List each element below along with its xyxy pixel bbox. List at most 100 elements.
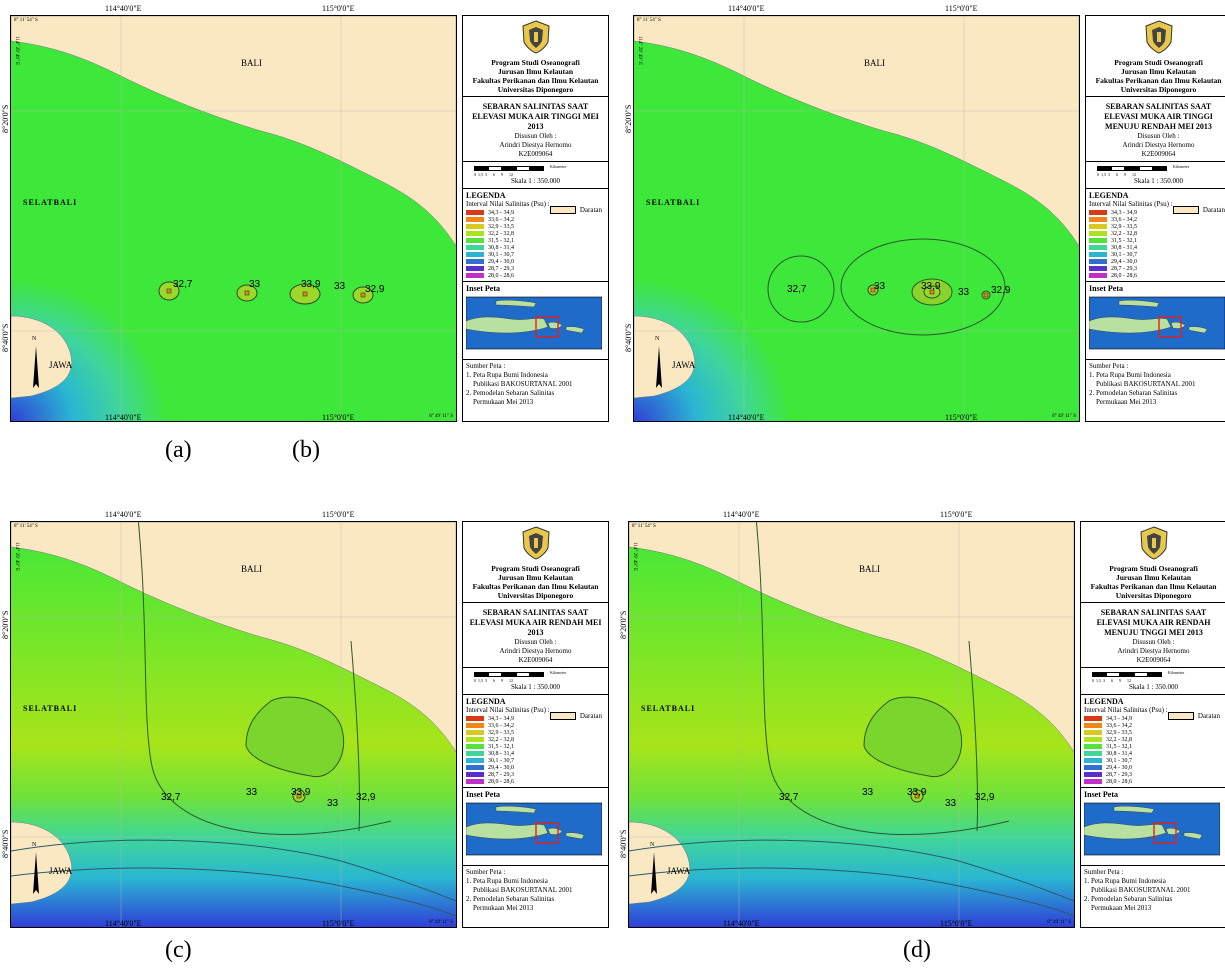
coord-left-lower: 8°40'0"S [624, 323, 633, 352]
legend-item: 32,2 - 32,8 [466, 230, 605, 237]
source-title: Sumber Peta : [466, 362, 506, 370]
corner-coord-2: 114° 29' 49" E [632, 542, 637, 572]
map-title: SEBARAN SALINITAS SAAT ELEVASI MUKA AIR … [472, 102, 599, 131]
source-line-4: Permukaan Mei 2013 [1096, 398, 1157, 406]
legend-item: 33,6 - 34,2 [466, 722, 605, 729]
coord-bottom-right: 115°0'0"E [945, 413, 978, 422]
legend-interval: 28,7 - 29,3 [488, 265, 514, 272]
legend-swatch [1084, 765, 1102, 770]
coord-top-left: 114°40'0"E [105, 4, 142, 13]
salinity-map [11, 16, 456, 421]
author-name: Arindri Diestya Hernomo [499, 647, 572, 655]
legend-swatch [466, 210, 484, 215]
coord-top-right: 115°0'0"E [322, 510, 355, 519]
coord-top-right: 115°0'0"E [322, 4, 355, 13]
legend-swatch [466, 779, 484, 784]
map-legend: Program Studi Oseanografi Jurusan Ilmu K… [462, 521, 609, 928]
legend-swatch [1084, 737, 1102, 742]
coord-bottom-left: 114°40'0"E [105, 919, 142, 928]
source-line-3: 2. Pemodelan Sebaran Salinitas [466, 389, 555, 397]
legend-item: 33,6 - 34,2 [1089, 216, 1225, 223]
contour-label: 33 [249, 279, 261, 290]
author-name: Arindri Diestya Hernomo [1122, 141, 1195, 149]
legend-swatch [466, 252, 484, 257]
source-line-2: Publikasi BAKOSURTANAL 2001 [1096, 380, 1196, 388]
map-legend: Program Studi Oseanografi Jurusan Ilmu K… [1080, 521, 1225, 928]
legend-item: 28,7 - 29,3 [1089, 265, 1225, 272]
source-line-2: Publikasi BAKOSURTANAL 2001 [473, 380, 573, 388]
legend-block: LEGENDA Interval Nilai Salinitas (Psu) :… [463, 695, 608, 788]
scale-ticks: 0 1,5 3 6 9 12 [1097, 172, 1136, 177]
legend-swatch [466, 217, 484, 222]
corner-coord-3: 8° 49' 11" S [429, 920, 453, 925]
salinity-map [11, 522, 456, 927]
university-name: Universitas Diponegoro [1120, 85, 1197, 94]
contour-label: 32,7 [161, 792, 181, 803]
corner-coord-3: 8° 49' 11" S [429, 414, 453, 419]
legend-swatch [1084, 772, 1102, 777]
legend-swatch [1089, 252, 1107, 257]
legend-item: 34,3 - 34,9 [466, 209, 605, 216]
map-panel-a: BALI SELATBALI JAWA N 8° 11' 54" S 114° … [1, 4, 610, 425]
legend-interval: 32,2 - 32,8 [1111, 230, 1137, 237]
source-line-3: 2. Pemodelan Sebaran Salinitas [466, 895, 555, 903]
legend-item: 28,0 - 28,6 [1084, 778, 1223, 785]
caption-d: (d) [903, 937, 931, 963]
legend-interval: 31,5 - 32,1 [1111, 237, 1137, 244]
legend-interval: 29,4 - 30,0 [488, 764, 514, 771]
daratan-swatch [1172, 206, 1199, 214]
coord-top-left: 114°40'0"E [723, 510, 760, 519]
legend-item: 29,4 - 30,0 [466, 764, 605, 771]
scale-block: Kilometer 0 1,5 3 6 9 12 Skala 1 : 350.0… [1081, 668, 1225, 695]
legend-title: LEGENDA [466, 191, 506, 200]
source-line-1: 1. Peta Rupa Bumi Indonesia [466, 877, 548, 885]
legend-swatch [466, 238, 484, 243]
daratan-label: Daratan [1202, 206, 1225, 214]
program-name: Program Studi Oseanografi [1114, 58, 1203, 67]
scale-bar: Kilometer [1095, 164, 1222, 172]
daratan-label: Daratan [1197, 712, 1220, 720]
scale-text: Skala 1 : 350.000 [511, 683, 560, 691]
scale-unit: Kilometer [550, 670, 567, 675]
legend-swatch [1089, 245, 1107, 250]
legend-item: 28,0 - 28,6 [466, 778, 605, 785]
legend-interval: 32,2 - 32,8 [488, 230, 514, 237]
legend-swatch [1089, 259, 1107, 264]
institution-block: Program Studi Oseanografi Jurusan Ilmu K… [463, 16, 608, 97]
caption-a: (a) [165, 437, 192, 463]
source-title: Sumber Peta : [1084, 868, 1124, 876]
corner-coord: 8° 11' 54" S [637, 18, 661, 23]
source-line-4: Permukaan Mei 2013 [473, 398, 534, 406]
contour-label: 33 [246, 787, 258, 798]
legend-interval: 33,6 - 34,2 [488, 722, 514, 729]
legend-swatch [1089, 266, 1107, 271]
map-panel-b: BALI SELATBALI JAWA N 8° 11' 54" S 114° … [624, 4, 1225, 425]
legend-block: LEGENDA Interval Nilai Salinitas (Psu) :… [463, 189, 608, 282]
contour-label: 33 [958, 287, 970, 298]
legend-title: LEGENDA [466, 697, 506, 706]
legend-interval: 28,7 - 29,3 [488, 771, 514, 778]
coord-bottom-right: 115°0'0"E [322, 919, 355, 928]
scale-ticks: 0 1,5 3 6 9 12 [474, 172, 513, 177]
legend-swatch [466, 224, 484, 229]
legend-swatch [466, 758, 484, 763]
corner-coord-2: 114° 29' 49" E [14, 36, 19, 66]
author-heading: Disusun Oleh : [1132, 638, 1175, 646]
legend-item: 30,1 - 30,7 [466, 757, 605, 764]
legend-interval: 31,5 - 32,1 [488, 743, 514, 750]
scale-unit: Kilometer [550, 164, 567, 169]
source-line-3: 2. Pemodelan Sebaran Salinitas [1089, 389, 1178, 397]
legend-swatch [466, 259, 484, 264]
legend-swatch [1084, 751, 1102, 756]
legend-swatch [466, 765, 484, 770]
contour-label: 33,9 [921, 281, 941, 292]
author-name: Arindri Diestya Hernomo [499, 141, 572, 149]
university-name: Universitas Diponegoro [1115, 591, 1192, 600]
legend-interval: 32,9 - 33,5 [488, 223, 514, 230]
daratan-legend: Daratan [549, 206, 602, 214]
legend-swatch [466, 772, 484, 777]
legend-swatch [1089, 210, 1107, 215]
legend-interval: 32,9 - 33,5 [1111, 223, 1137, 230]
legend-item: 34,3 - 34,9 [1084, 715, 1223, 722]
source-block: Sumber Peta : 1. Peta Rupa Bumi Indonesi… [463, 866, 608, 915]
